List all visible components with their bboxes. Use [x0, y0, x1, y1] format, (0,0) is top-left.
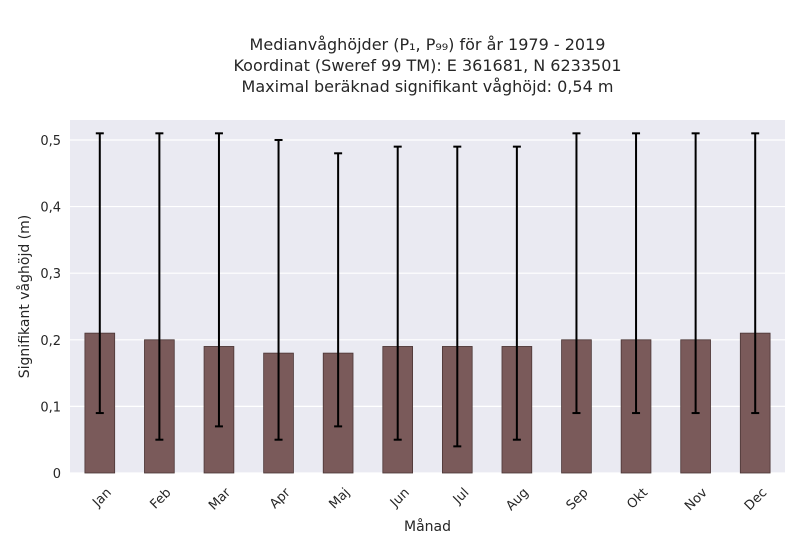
y-axis-label: Signifikant våghöjd (m) [16, 215, 33, 378]
x-tick-label: Mar [206, 485, 234, 513]
chart-title-line-2: Koordinat (Sweref 99 TM): E 361681, N 62… [233, 56, 622, 75]
x-tick-label: Jun [387, 485, 413, 511]
y-tick-label: 0,4 [40, 201, 61, 216]
y-tick-label: 0 [53, 467, 61, 482]
y-axis-ticks: 0 0,1 0,2 0,3 0,4 0,5 [40, 134, 61, 482]
error-bar-jun [393, 145, 402, 441]
grid-lines [70, 139, 785, 474]
plot-area [70, 120, 785, 473]
x-axis-label: Månad [404, 518, 451, 535]
y-tick-label: 0,3 [40, 267, 61, 282]
error-bar-jan [95, 132, 104, 415]
y-tick-label: 0,5 [40, 134, 61, 149]
error-bars [95, 132, 760, 448]
y-tick-label: 0,1 [40, 400, 61, 415]
x-tick-label: Jan [89, 485, 114, 510]
chart-title-line-3: Maximal beräknad signifikant våghöjd: 0,… [241, 77, 614, 96]
error-bar-feb [155, 132, 164, 441]
x-axis-ticks: Jan Feb Mar Apr Maj Jun Jul Aug Sep Okt Nov Dec [89, 485, 770, 514]
error-bar-sep [572, 132, 581, 415]
x-tick-label: Aug [503, 485, 532, 514]
x-tick-label: Maj [326, 485, 353, 512]
error-bar-maj [334, 152, 343, 428]
x-tick-label: Apr [267, 485, 294, 512]
y-tick-label: 0,2 [40, 334, 61, 349]
x-tick-label: Nov [682, 485, 711, 514]
error-bar-apr [274, 138, 283, 441]
x-tick-label: Okt [624, 485, 651, 512]
error-bar-nov [691, 132, 700, 415]
chart-title-line-1: Medianvåghöjder (P₁, P₉₉) för år 1979 - … [249, 35, 606, 54]
x-tick-label: Feb [148, 485, 175, 512]
error-bar-aug [512, 145, 521, 441]
x-tick-label: Sep [564, 485, 592, 513]
error-bar-okt [632, 132, 641, 415]
x-tick-label: Dec [742, 485, 770, 513]
x-tick-label: Jul [450, 485, 472, 507]
chart-title: Medianvåghöjder (P₁, P₉₉) för år 1979 - … [0, 34, 800, 97]
error-bar-dec [751, 132, 760, 415]
error-bar-mar [214, 132, 223, 428]
error-bar-jul [453, 145, 462, 448]
